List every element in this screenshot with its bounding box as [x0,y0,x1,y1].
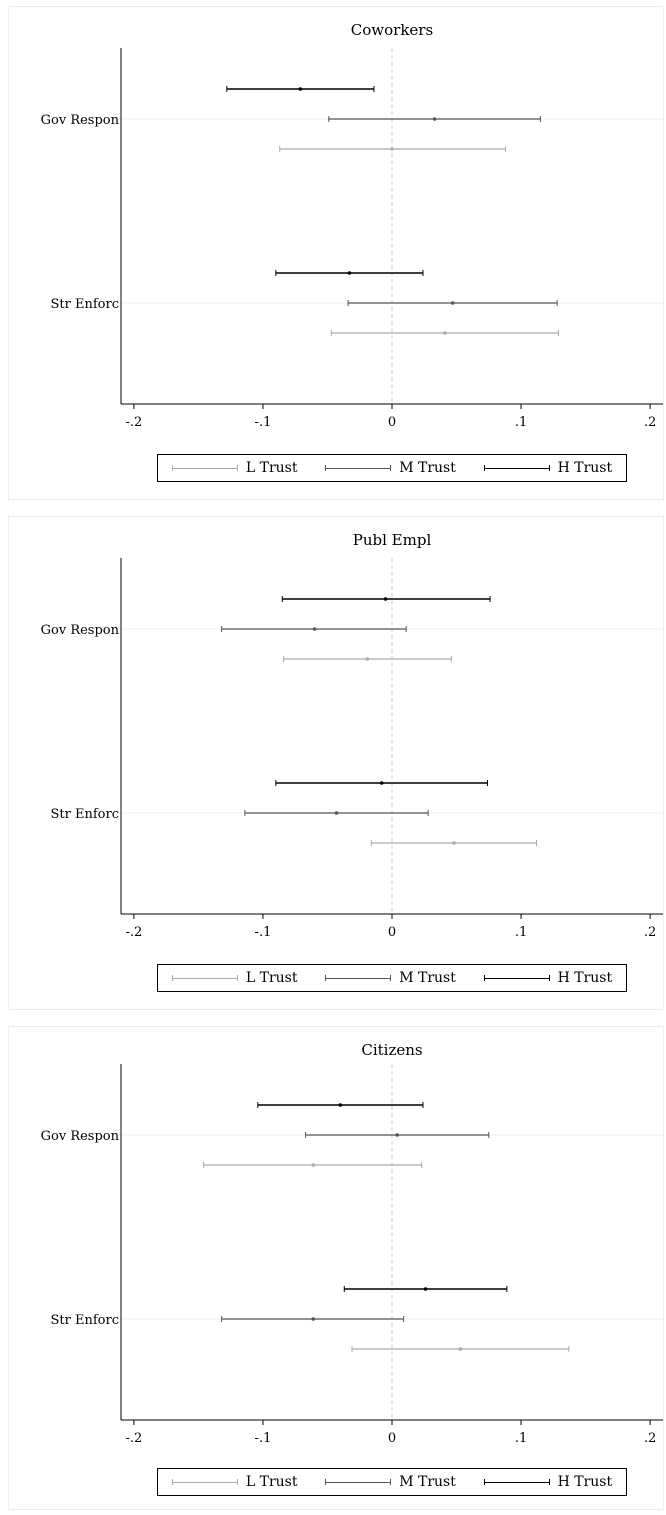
x-tick-label: -.1 [255,415,272,430]
x-tick-label: 0 [388,415,396,430]
chart-panel-coworkers: Coworkers Gov Respon Str Enforc -.2 -.1 0 .1 .2… [8,6,664,500]
chart-legend: L Trust M Trust H Trust [157,454,627,482]
legend-swatch [171,974,238,981]
point-estimate [395,1133,399,1137]
x-tick-label: .1 [515,925,527,940]
category-label: Str Enforc [51,807,119,822]
point-estimate [379,781,384,785]
legend-label: M Trust [399,1474,456,1490]
point-estimate [347,271,352,275]
legend-label: L Trust [245,970,298,986]
point-estimate [423,1287,428,1291]
category-label: Str Enforc [51,297,119,312]
legend-item-m-trust: M Trust [325,460,456,476]
point-estimate [383,597,388,601]
category-label: Gov Respon [41,623,120,638]
category-label: Gov Respon [41,113,120,128]
point-estimate [338,1103,343,1107]
legend-label: H Trust [557,970,613,986]
point-estimate [365,657,370,661]
x-tick-label: 0 [388,925,396,940]
point-estimate [311,1163,316,1167]
x-tick-label: .2 [644,1431,656,1446]
point-estimate [458,1347,463,1351]
chart-legend: L Trust M Trust H Trust [157,964,627,992]
chart-panel-publ-empl: Publ Empl Gov Respon Str Enforc -.2 -.1 0 .1 .2… [8,516,664,1010]
legend-swatch [483,464,550,471]
point-estimate [443,331,447,335]
legend-label: M Trust [399,970,456,986]
x-tick-label: .2 [644,415,656,430]
x-tick-label: .1 [515,415,527,430]
legend-item-h-trust: H Trust [483,460,613,476]
legend-label: M Trust [399,460,456,476]
legend-label: H Trust [557,1474,613,1490]
x-tick-label: -.2 [126,415,143,430]
x-tick-label: -.1 [255,925,272,940]
x-tick-label: -.2 [126,925,143,940]
point-estimate [390,147,394,151]
point-estimate [334,811,339,815]
point-estimate [311,1317,316,1321]
point-estimate [298,87,303,91]
legend-item-m-trust: M Trust [325,970,456,986]
legend-item-m-trust: M Trust [325,1474,456,1490]
legend-swatch [325,464,392,471]
legend-item-l-trust: L Trust [171,1474,298,1490]
legend-swatch [171,1478,238,1485]
legend-swatch [483,1478,550,1485]
chart-plot: Coworkers Gov Respon Str Enforc -.2 -.1 0 .1 .2 [41,21,663,430]
legend-swatch [171,464,238,471]
x-tick-label: -.1 [255,1431,272,1446]
chart-legend: L Trust M Trust H Trust [157,1468,627,1496]
chart-title: Coworkers [351,21,433,39]
chart-title: Publ Empl [353,531,432,549]
legend-label: L Trust [245,460,298,476]
category-label: Gov Respon [41,1129,120,1144]
chart-plot: Publ Empl Gov Respon Str Enforc -.2 -.1 0 .1 .2 [41,531,663,940]
point-estimate [452,841,456,845]
point-estimate [432,117,437,121]
x-tick-label: .1 [515,1431,527,1446]
legend-swatch [325,974,392,981]
legend-item-h-trust: H Trust [483,970,613,986]
point-estimate [312,627,317,631]
x-tick-label: 0 [388,1431,396,1446]
legend-swatch [483,974,550,981]
chart-plot: Citizens Gov Respon Str Enforc -.2 -.1 0 .1 .2 [41,1041,663,1446]
legend-label: L Trust [245,1474,298,1490]
legend-swatch [325,1478,392,1485]
x-tick-label: .2 [644,925,656,940]
legend-item-h-trust: H Trust [483,1474,613,1490]
legend-label: H Trust [557,460,613,476]
chart-title: Citizens [361,1041,422,1059]
x-tick-label: -.2 [126,1431,143,1446]
legend-item-l-trust: L Trust [171,970,298,986]
point-estimate [450,301,455,305]
category-label: Str Enforc [51,1313,119,1328]
chart-panel-citizens: Citizens Gov Respon Str Enforc -.2 -.1 0.1.2 … [8,1026,664,1510]
legend-item-l-trust: L Trust [171,460,298,476]
